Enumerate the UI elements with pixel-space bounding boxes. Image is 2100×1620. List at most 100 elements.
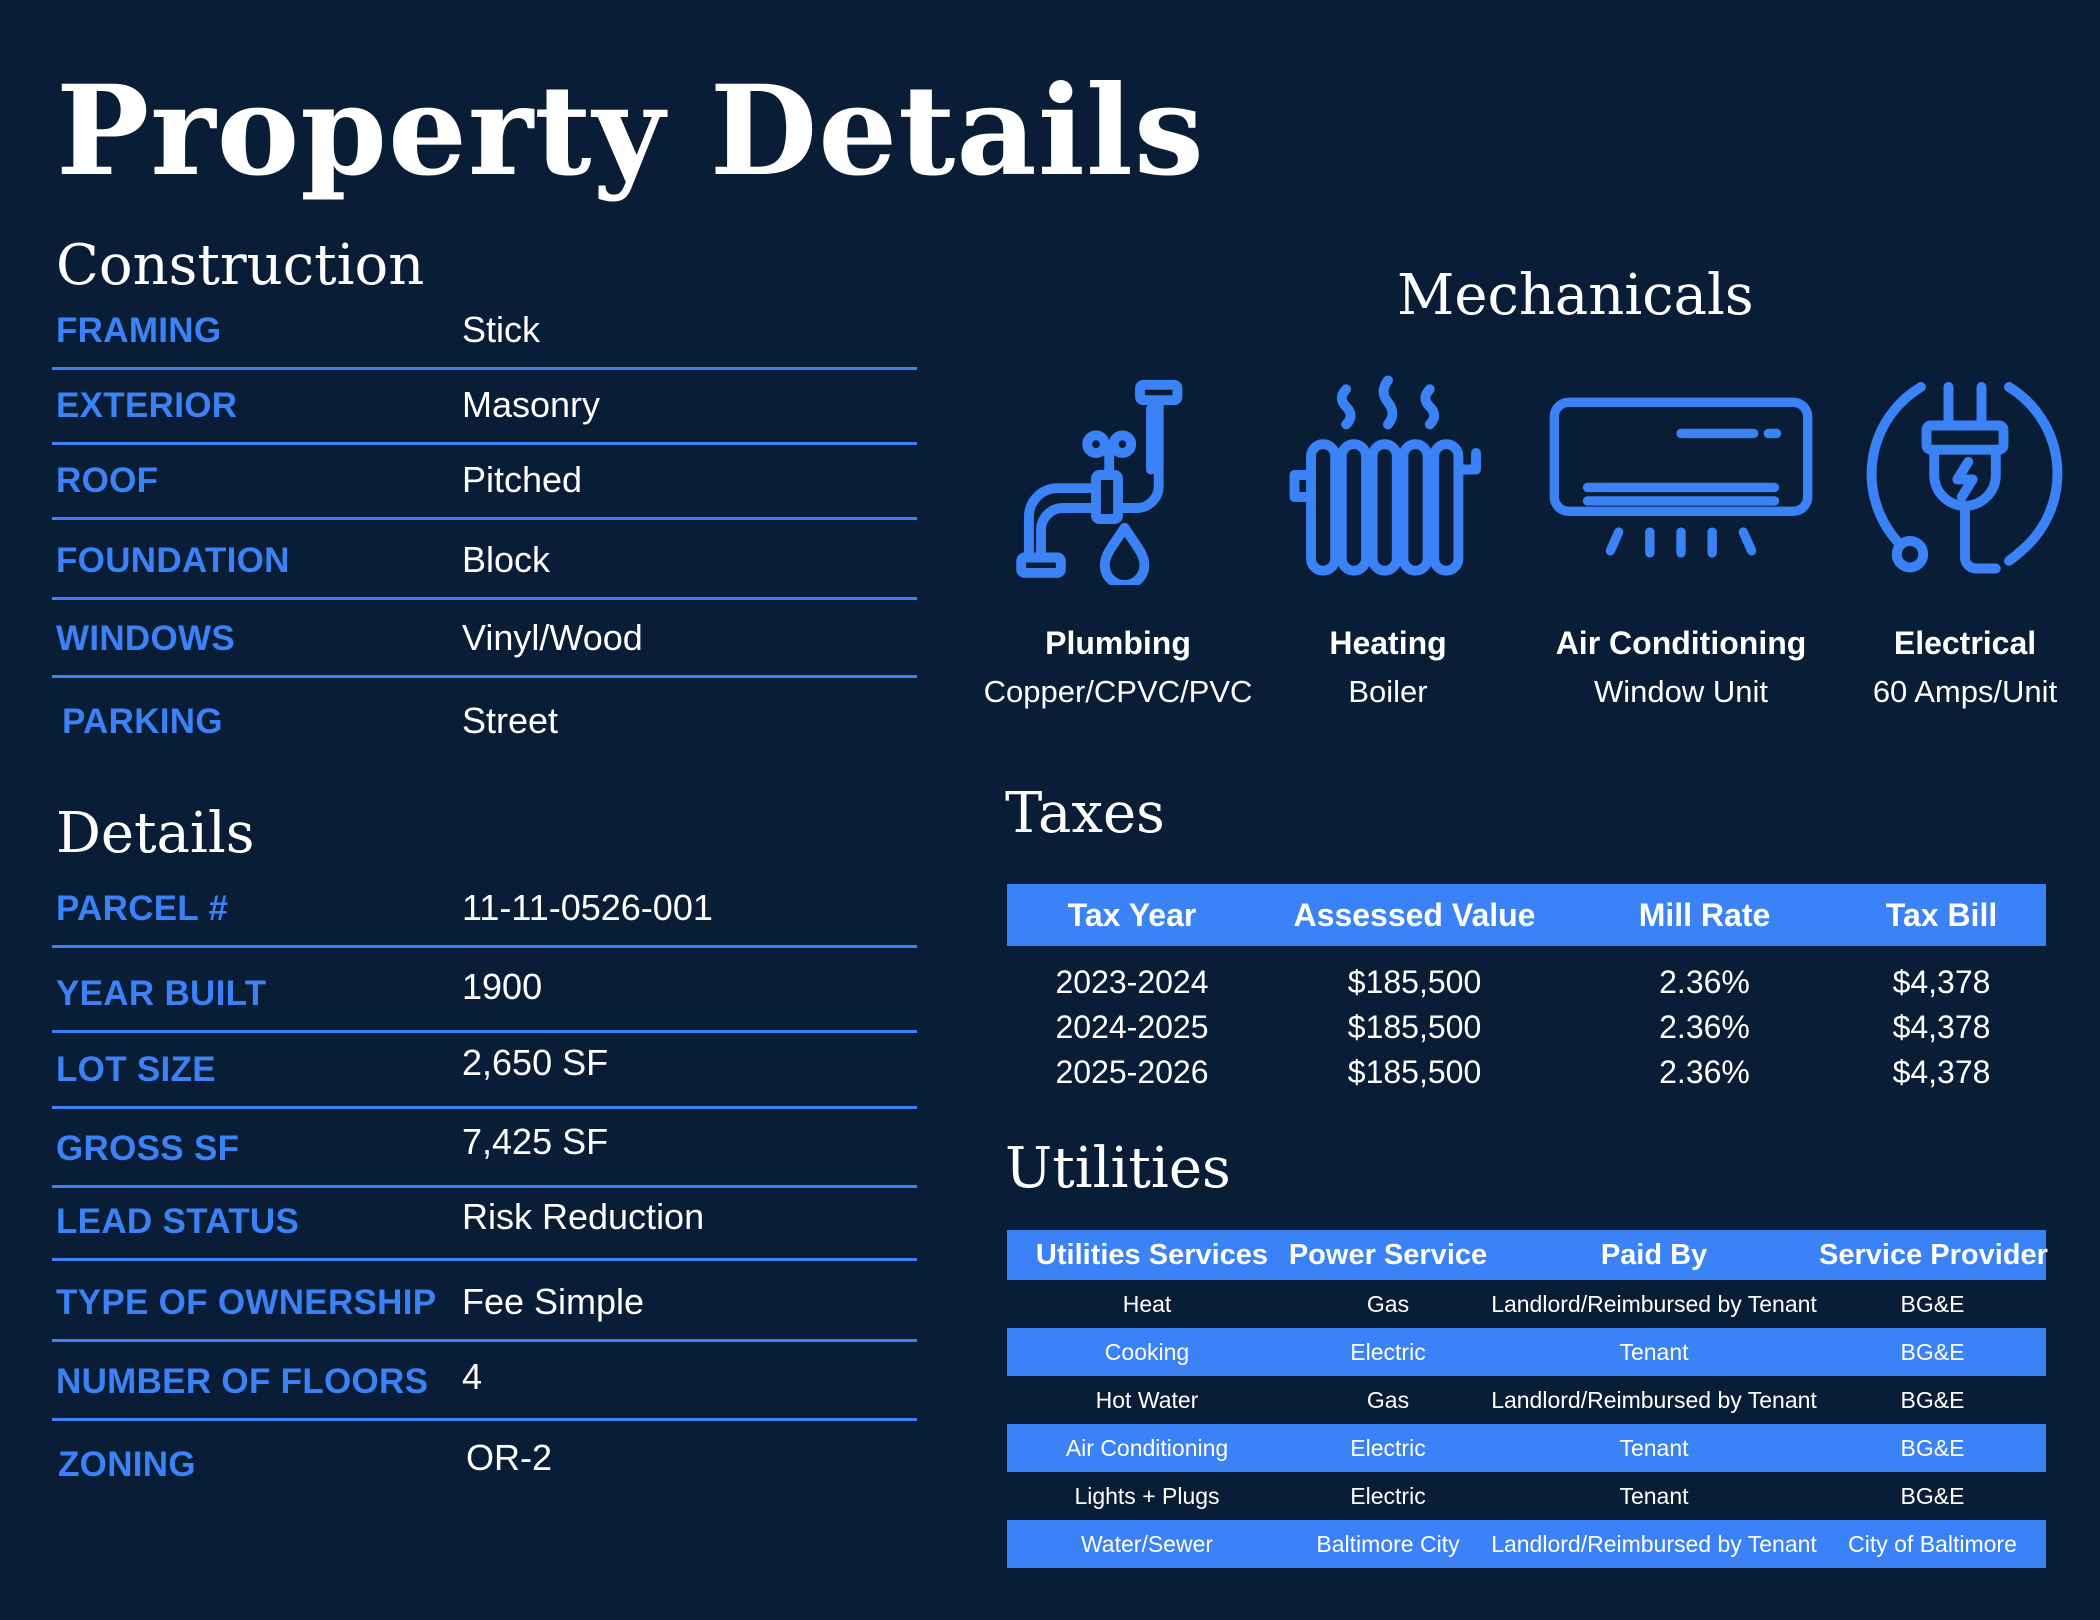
utilities-table: Utilities Services Power Service Paid By… [1007,1230,2048,1568]
plumbing-icon [1016,379,1183,585]
service-provider: City of Baltimore [1848,1530,2017,1557]
utilities-header-service-provider: Service Provider [1819,1238,2048,1271]
paid-by: Tenant [1619,1338,1689,1365]
paid-by: Landlord/Reimbursed by Tenant [1491,1290,1817,1317]
framing-label: FRAMING [56,311,222,350]
assessed-value: $185,500 [1347,1009,1482,1045]
utility-service: Cooking [1104,1338,1190,1365]
page-title: Property Details [56,59,1205,204]
taxes-header-tax-bill: Tax Bill [1885,896,1998,933]
air-conditioning-name: Air Conditioning [1555,625,1807,661]
parking-value: Street [462,700,559,741]
table-row: Heat Gas Landlord/Reimbursed by Tenant B… [1007,1280,2046,1328]
details-row-zoning: ZONING OR-2 [52,1421,917,1501]
service-provider: BG&E [1900,1338,1965,1365]
electrical-plug-icon [1866,382,2063,574]
tax-bill: $4,378 [1892,964,1991,1000]
taxes-heading: Taxes [1005,781,1165,846]
windows-label: WINDOWS [56,619,236,658]
heating-value: Boiler [1348,674,1428,709]
construction-heading: Construction [56,233,425,298]
power-service: Electric [1350,1338,1426,1365]
air-conditioning-value: Window Unit [1594,674,1768,709]
utilities-heading: Utilities [1005,1136,1231,1201]
service-provider: BG&E [1900,1434,1965,1461]
utility-service: Hot Water [1095,1386,1199,1413]
service-provider: BG&E [1900,1482,1965,1509]
mill-rate: 2.36% [1659,1009,1750,1045]
table-row: Cooking Electric Tenant BG&E [1007,1328,2046,1376]
parking-label: PARKING [62,702,223,741]
table-row: Hot Water Gas Landlord/Reimbursed by Ten… [1007,1376,2046,1424]
utilities-header-services: Utilities Services [1035,1238,1269,1271]
construction-table: FRAMING Stick EXTERIOR Masonry ROOF Pitc… [52,300,917,758]
service-provider: BG&E [1900,1386,1965,1413]
electrical-value: 60 Amps/Unit [1872,674,2058,709]
details-table: PARCEL # 11-11-0526-001 YEAR BUILT 1900 … [52,870,917,1501]
floors-value: 4 [462,1356,483,1397]
power-service: Baltimore City [1316,1530,1460,1557]
mill-rate: 2.36% [1659,1054,1750,1090]
ownership-value: Fee Simple [462,1281,645,1322]
mechanical-electrical: Electrical 60 Amps/Unit [1815,365,2100,710]
construction-row-foundation: FOUNDATION Block [52,520,917,600]
table-row: Lights + Plugs Electric Tenant BG&E [1007,1472,2046,1520]
construction-row-exterior: EXTERIOR Masonry [52,370,917,445]
tax-year: 2025-2026 [1055,1054,1209,1090]
construction-row-roof: ROOF Pitched [52,445,917,520]
paid-by: Tenant [1619,1434,1689,1461]
gross-sf-label: GROSS SF [56,1129,240,1168]
mechanical-air-conditioning: Air Conditioning Window Unit [1531,365,1831,710]
construction-row-parking: PARKING Street [52,678,917,758]
mechanical-plumbing: Plumbing Copper/CPVC/PVC [968,365,1268,710]
foundation-value: Block [462,539,551,580]
taxes-header-row: Tax Year Assessed Value Mill Rate Tax Bi… [1007,884,2046,946]
tax-year: 2023-2024 [1055,964,1209,1000]
utility-service: Heat [1122,1290,1172,1317]
construction-row-windows: WINDOWS Vinyl/Wood [52,600,917,678]
construction-row-framing: FRAMING Stick [52,300,917,370]
paid-by: Landlord/Reimbursed by Tenant [1491,1386,1817,1413]
zoning-label: ZONING [58,1445,196,1484]
power-service: Electric [1350,1482,1426,1509]
mechanicals-heading: Mechanicals [1397,263,1754,328]
details-row-gross-sf: GROSS SF 7,425 SF [52,1109,917,1188]
paid-by: Landlord/Reimbursed by Tenant [1491,1530,1817,1557]
table-row: Air Conditioning Electric Tenant BG&E [1007,1424,2046,1472]
roof-value: Pitched [462,459,583,500]
details-row-ownership: TYPE OF OWNERSHIP Fee Simple [52,1261,917,1342]
paid-by: Tenant [1619,1482,1689,1509]
details-row-lot-size: LOT SIZE 2,650 SF [52,1033,917,1109]
framing-value: Stick [462,309,541,350]
exterior-value: Masonry [462,384,601,425]
taxes-header-assessed-value: Assessed Value [1293,896,1536,933]
mill-rate: 2.36% [1659,964,1750,1000]
table-row: Water/Sewer Baltimore City Landlord/Reim… [1007,1520,2046,1568]
foundation-label: FOUNDATION [56,541,290,580]
plumbing-name: Plumbing [1045,625,1191,661]
lead-status-label: LEAD STATUS [56,1202,300,1241]
utilities-header-power-service: Power Service [1288,1238,1488,1271]
utility-service: Water/Sewer [1080,1530,1214,1557]
taxes-table: Tax Year Assessed Value Mill Rate Tax Bi… [1007,884,2046,1095]
utilities-header-paid-by: Paid By [1600,1238,1708,1271]
table-row: 2023-2024 $185,500 2.36% $4,378 [1007,960,2046,1005]
details-row-parcel: PARCEL # 11-11-0526-001 [52,870,917,948]
power-service: Gas [1366,1386,1410,1413]
ownership-label: TYPE OF OWNERSHIP [56,1283,437,1322]
details-row-year-built: YEAR BUILT 1900 [52,948,917,1033]
electrical-name: Electrical [1893,625,2037,661]
mechanical-heating: Heating Boiler [1238,365,1538,710]
utilities-header-row: Utilities Services Power Service Paid By… [1007,1230,2048,1280]
roof-label: ROOF [56,461,159,500]
heating-name: Heating [1329,625,1447,661]
utility-service: Air Conditioning [1065,1434,1229,1461]
table-row: 2024-2025 $185,500 2.36% $4,378 [1007,1005,2046,1050]
plumbing-value: Copper/CPVC/PVC [983,674,1253,709]
table-row: 2025-2026 $185,500 2.36% $4,378 [1007,1050,2046,1095]
parcel-value: 11-11-0526-001 [462,887,713,928]
year-built-label: YEAR BUILT [56,974,267,1013]
exterior-label: EXTERIOR [56,386,238,425]
details-row-floors: NUMBER OF FLOORS 4 [52,1342,917,1421]
assessed-value: $185,500 [1347,1054,1482,1090]
